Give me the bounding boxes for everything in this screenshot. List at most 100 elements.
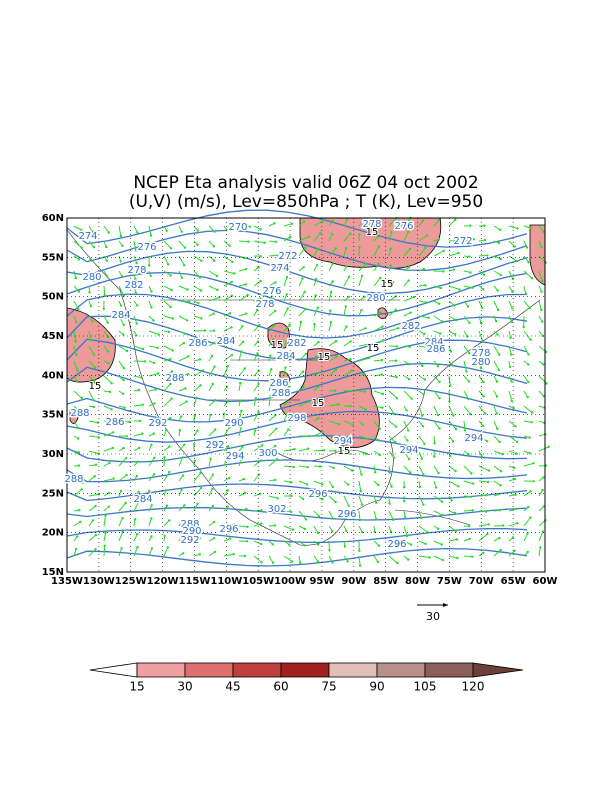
- wind-arrow: [358, 357, 370, 362]
- contour-label: 286: [426, 344, 445, 355]
- contour-label: 288: [70, 408, 89, 419]
- wind-arrow: [463, 480, 474, 485]
- contour-label: 294: [464, 433, 483, 444]
- wind-arrowhead: [269, 354, 272, 357]
- wind-arrowhead: [89, 305, 93, 308]
- wind-arrowhead: [420, 457, 423, 460]
- wind-arrowhead: [378, 296, 382, 300]
- wind-arrowhead: [229, 537, 232, 540]
- wind-arrowhead: [542, 395, 545, 398]
- wind-arrow: [298, 465, 308, 468]
- wind-arrow: [418, 315, 429, 319]
- wind-arrowhead: [409, 311, 412, 314]
- wind-arrowhead: [449, 350, 453, 353]
- colorbar-high-end: [472, 662, 524, 678]
- wind-arrowhead: [424, 542, 427, 546]
- wind-arrowhead: [442, 270, 445, 273]
- wind-arrow: [388, 375, 397, 378]
- wind-arrowhead: [169, 417, 172, 420]
- wind-arrowhead: [230, 353, 234, 357]
- wind-arrowhead: [378, 427, 381, 430]
- wind-arrow: [388, 232, 393, 242]
- wind-arrowhead: [513, 549, 516, 552]
- wind-arrowhead: [527, 261, 530, 264]
- wind-arrow: [448, 252, 459, 257]
- wind-arrowhead: [449, 384, 452, 387]
- wind-arrowhead: [275, 427, 278, 430]
- wind-arrowhead: [331, 517, 335, 520]
- wind-arrow: [238, 225, 250, 228]
- wind-arrowhead: [226, 399, 230, 403]
- wind-arrowhead: [81, 481, 84, 484]
- wind-arrow: [88, 450, 99, 455]
- isotherm: [66, 527, 528, 544]
- wind-arrowhead: [185, 400, 188, 403]
- wind-arrow: [403, 296, 415, 302]
- wind-arrow: [388, 327, 399, 332]
- wind-arrow: [343, 420, 353, 426]
- wind-arrowhead: [438, 302, 441, 305]
- wind-arrowhead: [527, 505, 530, 509]
- contour-label: 294: [225, 451, 244, 462]
- wind-arrow: [268, 458, 278, 467]
- wind-arrowhead: [480, 306, 484, 309]
- wind-arrowhead: [334, 449, 337, 452]
- wind-arrowhead: [467, 397, 470, 401]
- wind-arrowhead: [540, 290, 543, 293]
- wind-arrowhead: [433, 442, 436, 445]
- wind-arrow: [283, 263, 288, 272]
- wind-arrow: [133, 255, 138, 264]
- wind-arrowhead: [350, 369, 353, 372]
- wind-arrow: [373, 510, 377, 520]
- wind-arrowhead: [274, 281, 277, 284]
- wind-arrowhead: [452, 414, 455, 417]
- wind-arrowhead: [394, 359, 398, 362]
- wind-arrowhead: [468, 255, 471, 258]
- wind-contour-label: 15: [366, 227, 379, 238]
- wind-arrowhead: [395, 425, 398, 428]
- wind-arrowhead: [187, 355, 190, 358]
- wind-arrowhead: [452, 268, 456, 271]
- reference-arrowhead: [443, 603, 448, 607]
- wind-arrowhead: [319, 397, 323, 401]
- wind-arrowhead: [516, 227, 519, 230]
- wind-arrowhead: [232, 272, 236, 275]
- wind-arrowhead: [198, 276, 202, 279]
- wind-arrowhead: [453, 304, 456, 307]
- contour-label: 270: [228, 222, 247, 233]
- wind-arrowhead: [152, 319, 155, 322]
- wind-arrow: [268, 428, 277, 437]
- wind-arrowhead: [216, 288, 219, 292]
- wind-arrow: [88, 505, 96, 512]
- wind-arrow: [433, 375, 440, 383]
- wind-arrow: [283, 413, 288, 422]
- wind-arrow: [193, 384, 201, 392]
- wind-arrowhead: [125, 435, 128, 438]
- wind-arrowhead: [275, 458, 279, 461]
- wind-arrowhead: [483, 238, 486, 242]
- wind-arrow: [403, 540, 412, 546]
- wind-arrowhead: [395, 375, 398, 379]
- wind-arrow: [373, 390, 383, 395]
- wind-arrow: [163, 383, 171, 392]
- wind-arrowhead: [540, 320, 544, 323]
- wind-arrowhead: [495, 395, 499, 398]
- wind-arrowhead: [540, 308, 543, 312]
- wind-arrowhead: [524, 292, 528, 296]
- wind-arrow: [508, 420, 516, 427]
- wind-arrow: [343, 495, 350, 506]
- wind-arrow: [328, 291, 332, 302]
- wind-arrowhead: [274, 266, 277, 269]
- wind-arrowhead: [178, 429, 181, 432]
- wind-arrowhead: [263, 241, 266, 244]
- wind-arrow: [373, 246, 380, 257]
- colorbar-box: [424, 662, 474, 678]
- wind-arrow: [313, 495, 323, 500]
- wind-arrow: [538, 519, 546, 527]
- wind-arrowhead: [360, 274, 364, 278]
- wind-arrowhead: [455, 538, 459, 541]
- contour-label: 292: [205, 440, 224, 451]
- wind-arrowhead: [157, 333, 160, 336]
- wind-arrow: [73, 521, 81, 527]
- wind-arrow: [523, 330, 531, 341]
